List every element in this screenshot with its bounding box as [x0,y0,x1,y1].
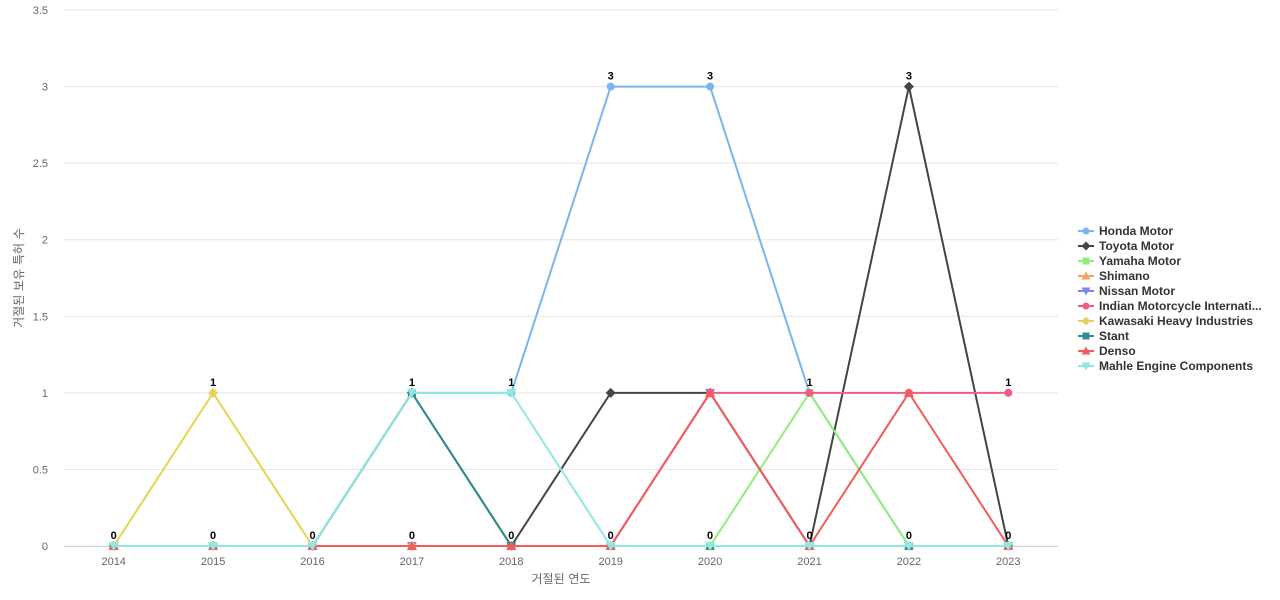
legend-label: Toyota Motor [1099,239,1174,253]
x-axis-title: 거절된 연도 [531,572,590,586]
data-point [705,387,716,397]
data-label: 1 [508,377,514,389]
data-point [108,542,119,551]
data-point [307,542,318,551]
x-tick-label: 2020 [698,556,722,568]
legend-label: Denso [1099,344,1136,358]
legend-item[interactable]: Indian Motorcycle Internati... [1078,299,1262,313]
y-tick-label: 3.5 [33,5,48,17]
data-label: 0 [707,530,713,542]
data-point [1004,388,1013,397]
data-label: 0 [508,530,514,542]
x-tick-label: 2022 [897,556,921,568]
legend-item[interactable]: Denso [1078,344,1136,358]
series-group [108,81,1014,551]
legend-item[interactable]: Honda Motor [1078,224,1173,238]
y-tick-label: 0 [42,541,48,553]
data-label: 0 [806,530,812,542]
legend-label: Stant [1099,329,1129,343]
data-point [605,387,616,398]
legend-label: Indian Motorcycle Internati... [1099,299,1262,313]
x-tick-label: 2014 [101,556,125,568]
data-point [406,388,417,398]
y-axis-title: 거절된 보유 특허 수 [12,228,26,328]
data-label: 0 [111,530,117,542]
data-label: 0 [906,530,912,542]
legend-marker [1081,316,1091,326]
data-point [804,542,815,551]
data-label: 0 [1005,530,1011,542]
x-tick-label: 2023 [996,556,1020,568]
series-line [113,391,1009,547]
legend-marker [1081,362,1091,371]
y-axis: 0 0.5 1 1.5 2 2.5 3 3.5 [33,5,48,553]
data-point [705,542,716,551]
x-tick-label: 2019 [598,556,622,568]
y-tick-label: 3 [42,82,48,94]
data-point [1003,542,1014,551]
data-label: 0 [608,530,614,542]
legend-item[interactable]: Nissan Motor [1078,284,1175,298]
x-tick-label: 2016 [300,556,324,568]
legend-marker [1082,227,1090,235]
y-tick-label: 1.5 [33,311,48,323]
data-point [208,387,219,398]
legend-item[interactable]: Shimano [1078,269,1150,283]
legend-marker [1082,332,1090,340]
data-point [406,541,417,550]
x-tick-label: 2015 [201,556,225,568]
data-label: 1 [210,377,216,389]
data-label: 1 [409,377,415,389]
data-point [605,542,616,551]
legend-item[interactable]: Yamaha Motor [1078,254,1181,268]
data-point [903,387,914,397]
data-point [208,542,219,551]
data-point [706,82,715,91]
data-point [805,388,814,397]
legend-marker [1081,346,1091,355]
legend-label: Yamaha Motor [1099,254,1181,268]
legend-marker [1081,287,1091,296]
data-point [903,81,914,92]
legend-marker [1081,241,1091,251]
data-label: 1 [1005,377,1011,389]
legend-label: Mahle Engine Components [1099,359,1253,373]
series-mahle-engine-components [108,388,1014,551]
x-tick-label: 2017 [400,556,424,568]
data-point [506,541,517,550]
legend-marker [1082,302,1090,310]
data-point [506,388,517,398]
data-label: 3 [906,71,912,83]
legend-label: Nissan Motor [1099,284,1175,298]
x-tick-label: 2018 [499,556,523,568]
y-tick-label: 2 [42,235,48,247]
data-label: 0 [409,530,415,542]
data-label: 3 [608,71,614,83]
legend-item[interactable]: Kawasaki Heavy Industries [1078,314,1253,328]
y-tick-label: 0.5 [33,464,48,476]
legend-item[interactable]: Mahle Engine Components [1078,359,1253,373]
data-point [903,542,914,551]
legend-marker [1082,257,1090,265]
legend-item[interactable]: Toyota Motor [1078,239,1174,253]
y-tick-label: 1 [42,388,48,400]
data-labels: 0 1 0 0 1 0 1 0 3 0 3 0 1 0 3 0 1 0 [111,71,1012,542]
x-tick-label: 2021 [797,556,821,568]
data-point [606,82,615,91]
data-label: 0 [210,530,216,542]
legend-marker [1081,271,1091,280]
legend-label: Shimano [1099,269,1150,283]
legend-label: Kawasaki Heavy Industries [1099,314,1253,328]
legend-label: Honda Motor [1099,224,1173,238]
data-label: 1 [806,377,812,389]
y-tick-label: 2.5 [33,158,48,170]
data-label: 3 [707,71,713,83]
legend-item[interactable]: Stant [1078,329,1129,343]
data-label: 0 [309,530,315,542]
